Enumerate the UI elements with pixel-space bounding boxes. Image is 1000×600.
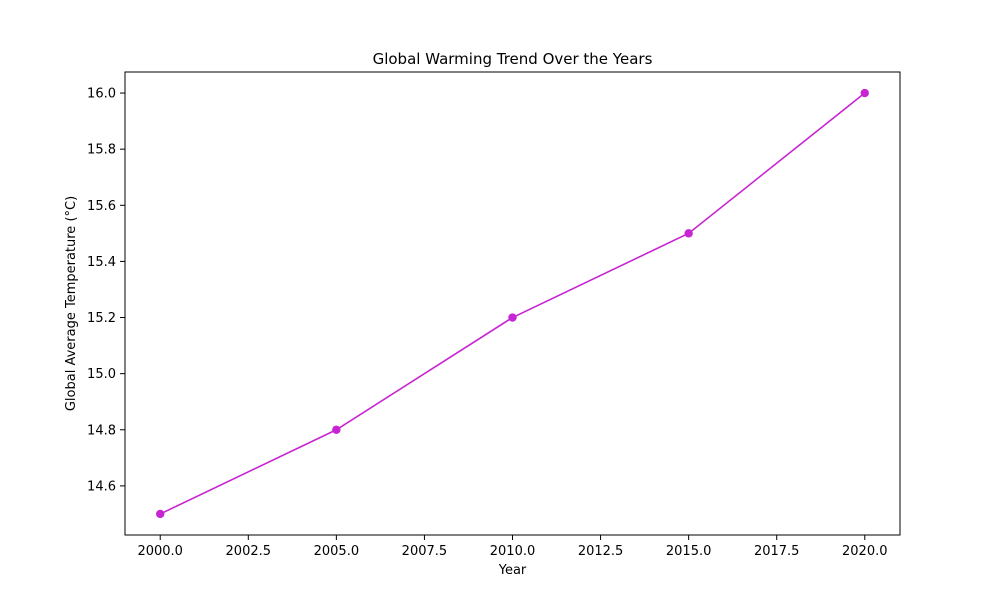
y-tick-label: 14.6 [87, 479, 116, 494]
series-line [159, 92, 866, 515]
chart-title: Global Warming Trend Over the Years [373, 50, 653, 68]
data-point [156, 509, 165, 519]
y-tick-label: 14.8 [87, 423, 116, 438]
x-tick-label: 2000.0 [137, 544, 183, 559]
x-tick-label: 2012.5 [578, 544, 624, 559]
x-tick-label: 2017.5 [754, 544, 800, 559]
y-tick-label: 15.0 [87, 367, 116, 382]
y-tick-label: 16.0 [87, 87, 116, 102]
data-point [684, 229, 693, 238]
plot-area [156, 88, 869, 519]
x-tick-label: 2007.5 [402, 544, 448, 559]
y-tick-label: 15.8 [87, 143, 116, 158]
x-tick-label: 2005.0 [314, 544, 360, 559]
x-tick-label: 2010.0 [490, 544, 536, 559]
y-tick-label: 15.6 [87, 199, 116, 214]
data-point [860, 88, 869, 98]
plot-frame [124, 71, 901, 536]
data-point [332, 425, 341, 434]
x-tick-label: 2015.0 [666, 544, 712, 559]
x-axis: 2000.0 2002.5 2005.0 2007.5 2010.0 2012.5 2015… [137, 535, 888, 559]
y-tick-label: 15.4 [87, 255, 116, 270]
y-axis-title: Global Average Temperature (°C) [64, 196, 79, 411]
data-point [508, 313, 517, 322]
y-axis: 14.6 14.8 15.0 15.2 15.4 15.6 15.8 16.0 [87, 87, 125, 494]
x-tick-label: 2002.5 [226, 544, 272, 559]
x-axis-title: Year [498, 563, 527, 578]
y-tick-label: 15.2 [87, 311, 116, 326]
x-tick-label: 2020.0 [842, 544, 888, 559]
